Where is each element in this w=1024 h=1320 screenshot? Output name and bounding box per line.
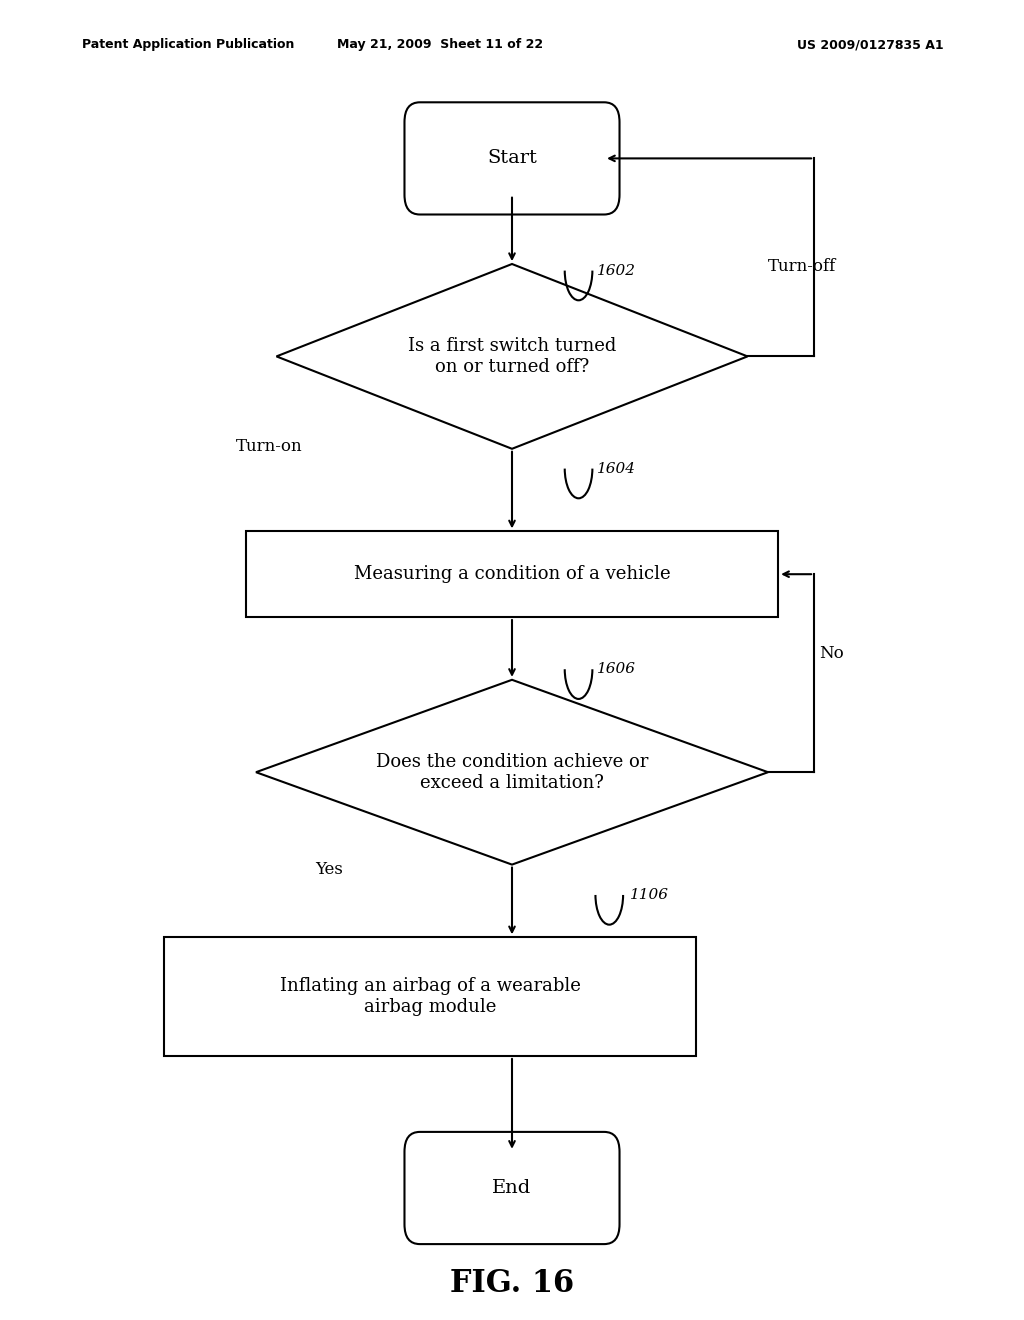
Text: Patent Application Publication: Patent Application Publication (82, 38, 294, 51)
Text: No: No (819, 645, 844, 661)
Text: Is a first switch turned
on or turned off?: Is a first switch turned on or turned of… (408, 337, 616, 376)
Text: Start: Start (487, 149, 537, 168)
Text: Does the condition achieve or
exceed a limitation?: Does the condition achieve or exceed a l… (376, 752, 648, 792)
Text: FIG. 16: FIG. 16 (450, 1267, 574, 1299)
Text: 1602: 1602 (597, 264, 636, 277)
Text: Inflating an airbag of a wearable
airbag module: Inflating an airbag of a wearable airbag… (280, 977, 581, 1016)
Text: Measuring a condition of a vehicle: Measuring a condition of a vehicle (353, 565, 671, 583)
Text: Turn-on: Turn-on (236, 438, 302, 455)
FancyBboxPatch shape (404, 103, 620, 214)
Polygon shape (276, 264, 748, 449)
FancyBboxPatch shape (246, 532, 778, 618)
Text: 1106: 1106 (630, 888, 669, 902)
FancyBboxPatch shape (164, 937, 696, 1056)
Text: End: End (493, 1179, 531, 1197)
Text: 1604: 1604 (597, 462, 636, 475)
Text: May 21, 2009  Sheet 11 of 22: May 21, 2009 Sheet 11 of 22 (337, 38, 544, 51)
Text: US 2009/0127835 A1: US 2009/0127835 A1 (797, 38, 944, 51)
FancyBboxPatch shape (404, 1131, 620, 1243)
Text: 1606: 1606 (597, 663, 636, 676)
Polygon shape (256, 680, 768, 865)
Text: Turn-off: Turn-off (768, 259, 837, 275)
Text: Yes: Yes (315, 861, 343, 878)
